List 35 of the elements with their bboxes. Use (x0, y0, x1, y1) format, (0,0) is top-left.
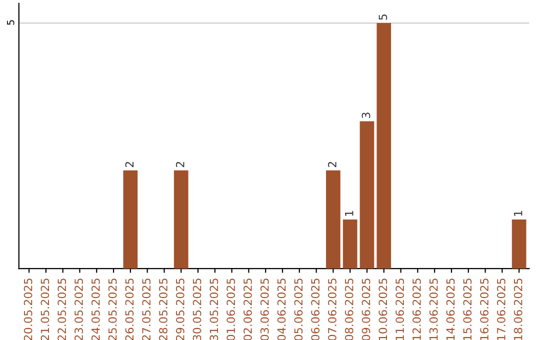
x-tick-label: 21.05.2025 (40, 278, 50, 340)
x-tick-label: 14.06.2025 (446, 278, 455, 340)
data-label: 3 (362, 112, 370, 118)
data-label: 5 (378, 14, 388, 20)
x-tick-label: 12.06.2025 (412, 278, 421, 340)
x-tick-label: 15.06.2025 (463, 278, 472, 340)
x-tick-label: 24.05.2025 (91, 278, 100, 340)
x-tick-label: 30.05.2025 (192, 278, 202, 340)
x-tick-label: 31.05.2025 (210, 278, 218, 340)
x-tick-label: 25.05.2025 (108, 278, 117, 340)
x-tick-label: 10.06.2025 (378, 278, 388, 340)
x-tick-label: 17.06.2025 (496, 278, 506, 340)
bar (326, 170, 340, 269)
x-tick-label: 26.05.2025 (125, 278, 134, 340)
x-tick-label: 16.06.2025 (480, 278, 488, 340)
x-tick-label: 28.05.2025 (159, 278, 168, 340)
bar (174, 170, 188, 269)
x-tick-label: 13.06.2025 (429, 278, 438, 340)
bar (376, 23, 392, 269)
x-tick-label: 11.06.2025 (396, 278, 404, 340)
x-tick-label: 22.05.2025 (58, 278, 66, 340)
bar (342, 219, 358, 269)
x-tick-label: 27.05.2025 (142, 278, 151, 340)
bar (512, 219, 526, 269)
x-tick-label: 20.05.2025 (24, 278, 32, 340)
bar (360, 121, 374, 269)
data-label: 1 (514, 210, 522, 216)
data-label: 2 (176, 162, 184, 168)
data-label: 2 (328, 162, 336, 168)
x-tick-label: 18.06.2025 (514, 278, 522, 340)
data-label: 1 (345, 210, 354, 216)
data-label: 2 (125, 162, 134, 168)
bar (123, 170, 138, 269)
x-tick-label: 23.05.2025 (74, 278, 83, 340)
x-tick-label: 29.05.2025 (176, 278, 184, 340)
